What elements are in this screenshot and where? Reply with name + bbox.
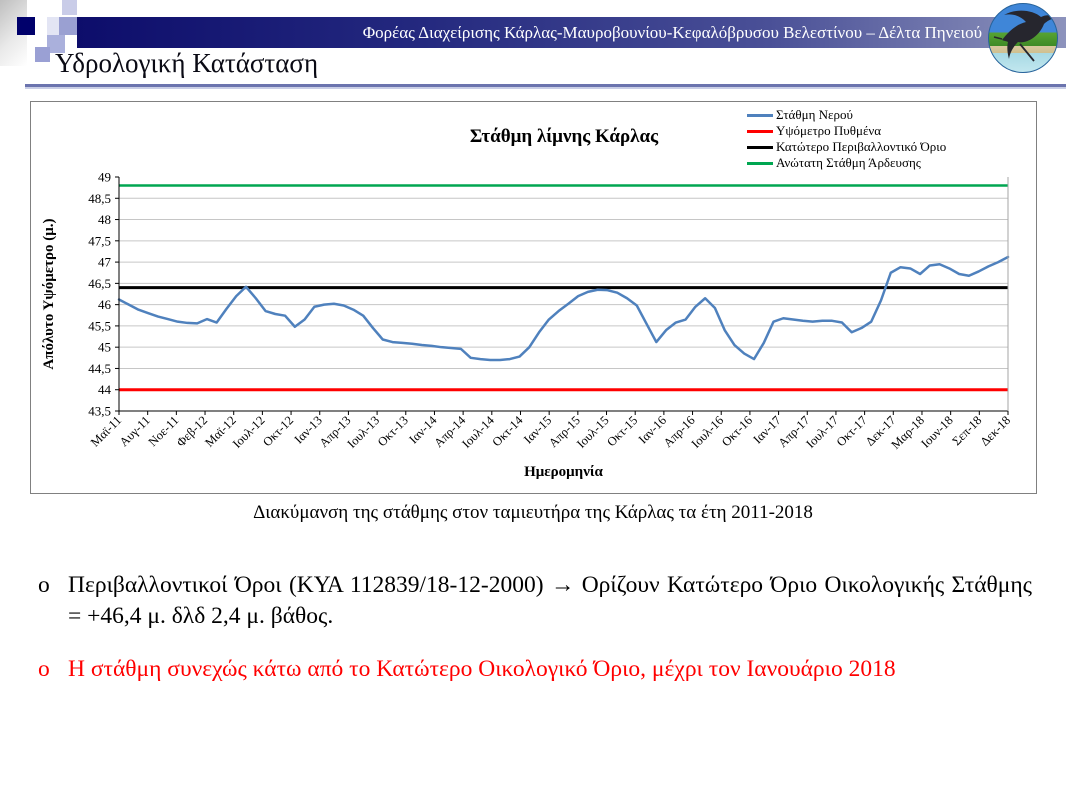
y-tick-label: 46 — [98, 297, 112, 312]
legend-entry: Κατώτερο Περιβαλλοντικό Όριο — [747, 139, 946, 155]
y-tick-label: 44,5 — [88, 361, 111, 376]
y-tick-label: 43,5 — [88, 404, 111, 419]
x-tick-label: Οκτ-14 — [490, 413, 527, 450]
x-tick-label: Οκτ-12 — [260, 413, 296, 449]
bullet-text: Περιβαλλοντικοί Όροι (ΚΥΑ 112839/18-12-2… — [68, 572, 1032, 629]
title-underline — [25, 84, 1066, 87]
x-tick-label: Ιουλ-12 — [230, 413, 268, 451]
legend-line-swatch — [747, 129, 773, 133]
bullet-marker: o — [38, 572, 50, 598]
y-tick-label: 47 — [98, 255, 112, 270]
legend-label: Στάθμη Νερού — [776, 107, 853, 122]
bullet-marker: o — [38, 656, 50, 682]
bullet-item: o Η στάθμη συνεχώς κάτω από το Κατώτερο … — [38, 654, 1032, 685]
bullet-item: o Περιβαλλοντικοί Όροι (ΚΥΑ 112839/18-12… — [38, 570, 1032, 632]
legend-line-swatch — [747, 161, 773, 165]
y-tick-label: 47,5 — [88, 233, 111, 248]
y-tick-label: 44 — [98, 382, 112, 397]
x-tick-label: Ιουλ-17 — [803, 413, 841, 451]
x-tick-label: Οκτ-17 — [834, 413, 870, 449]
legend-line-swatch — [747, 113, 773, 117]
chart-legend: Στάθμη Νερού Υψόμετρο Πυθμένα Κατώτερο Περ… — [747, 107, 946, 171]
chart-title: Στάθμη λίμνης Κάρλας — [469, 126, 659, 147]
x-tick-label: Δεκ-18 — [978, 413, 1014, 449]
level-chart: 49 48,5 48 47,5 47 46,5 46 45,5 45 44,5 44 43,5 Μαϊ-… — [30, 101, 1037, 494]
y-tick-label: 48,5 — [88, 191, 111, 206]
x-tick-label: Οκτ-13 — [375, 413, 411, 449]
org-name: Φορέας Διαχείρισης Κάρλας-Μαυροβουνίου-Κ… — [362, 23, 982, 42]
legend-label: Ανώτατη Στάθμη Άρδευσης — [776, 155, 921, 170]
x-tick-label: Ιουλ-14 — [459, 413, 497, 451]
y-tick-label: 46,5 — [88, 276, 111, 291]
x-tick-label: Μαϊ-11 — [88, 413, 124, 449]
y-tick-label: 48 — [98, 212, 111, 227]
x-tick-label: Φεβ-12 — [174, 413, 210, 449]
y-axis-title: Απόλυτο Υψόμετρο (μ.) — [41, 218, 57, 370]
deco-square — [35, 47, 50, 62]
deco-square — [47, 17, 59, 35]
x-tick-label: Σεπ-18 — [949, 413, 984, 448]
bullet-text: Η στάθμη συνεχώς κάτω από το Κατώτερο Οι… — [68, 656, 896, 682]
legend-entry: Στάθμη Νερού — [747, 107, 946, 123]
series-line — [117, 255, 1010, 362]
x-tick-label: Οκτ-16 — [719, 413, 755, 449]
legend-label: Υψόμετρο Πυθμένα — [776, 123, 882, 138]
x-tick-label: Ιουλ-15 — [574, 413, 612, 451]
deco-square — [62, 0, 77, 15]
x-tick-label: Αυγ-11 — [117, 413, 153, 449]
deco-square — [17, 17, 35, 35]
plot-area: 49 48,5 48 47,5 47 46,5 46 45,5 45 44,5 44 43,5Μαϊ-… — [88, 170, 1014, 481]
y-tick-label: 45 — [98, 340, 111, 355]
x-tick-label: Οκτ-15 — [604, 413, 640, 449]
deco-square — [47, 35, 65, 53]
legend-line-swatch — [747, 145, 773, 149]
x-axis-title: Ημερομηνία — [524, 464, 603, 480]
deco-square — [59, 17, 77, 35]
x-tick-label: Ιουλ-16 — [689, 413, 727, 451]
bullet-list: o Περιβαλλοντικοί Όροι (ΚΥΑ 112839/18-12… — [38, 570, 1032, 685]
x-tick-label: Ιουλ-13 — [345, 413, 383, 451]
org-logo — [988, 3, 1058, 73]
legend-label: Κατώτερο Περιβαλλοντικό Όριο — [776, 139, 947, 154]
legend-entry: Ανώτατη Στάθμη Άρδευσης — [747, 155, 946, 171]
heron-icon — [993, 10, 1055, 62]
legend-entry: Υψόμετρο Πυθμένα — [747, 123, 946, 139]
x-tick-label: Νοε-11 — [146, 413, 182, 449]
chart-caption: Διακύμανση της στάθμης στον ταμιευτήρα τ… — [253, 502, 813, 523]
page-title: Υδρολογική Κατάσταση — [55, 48, 319, 78]
header-band: Φορέας Διαχείρισης Κάρλας-Μαυροβουνίου-Κ… — [77, 17, 1066, 48]
y-tick-label: 49 — [98, 170, 111, 185]
x-tick-label: Ιουν-18 — [918, 413, 955, 450]
y-tick-label: 45,5 — [88, 318, 111, 333]
